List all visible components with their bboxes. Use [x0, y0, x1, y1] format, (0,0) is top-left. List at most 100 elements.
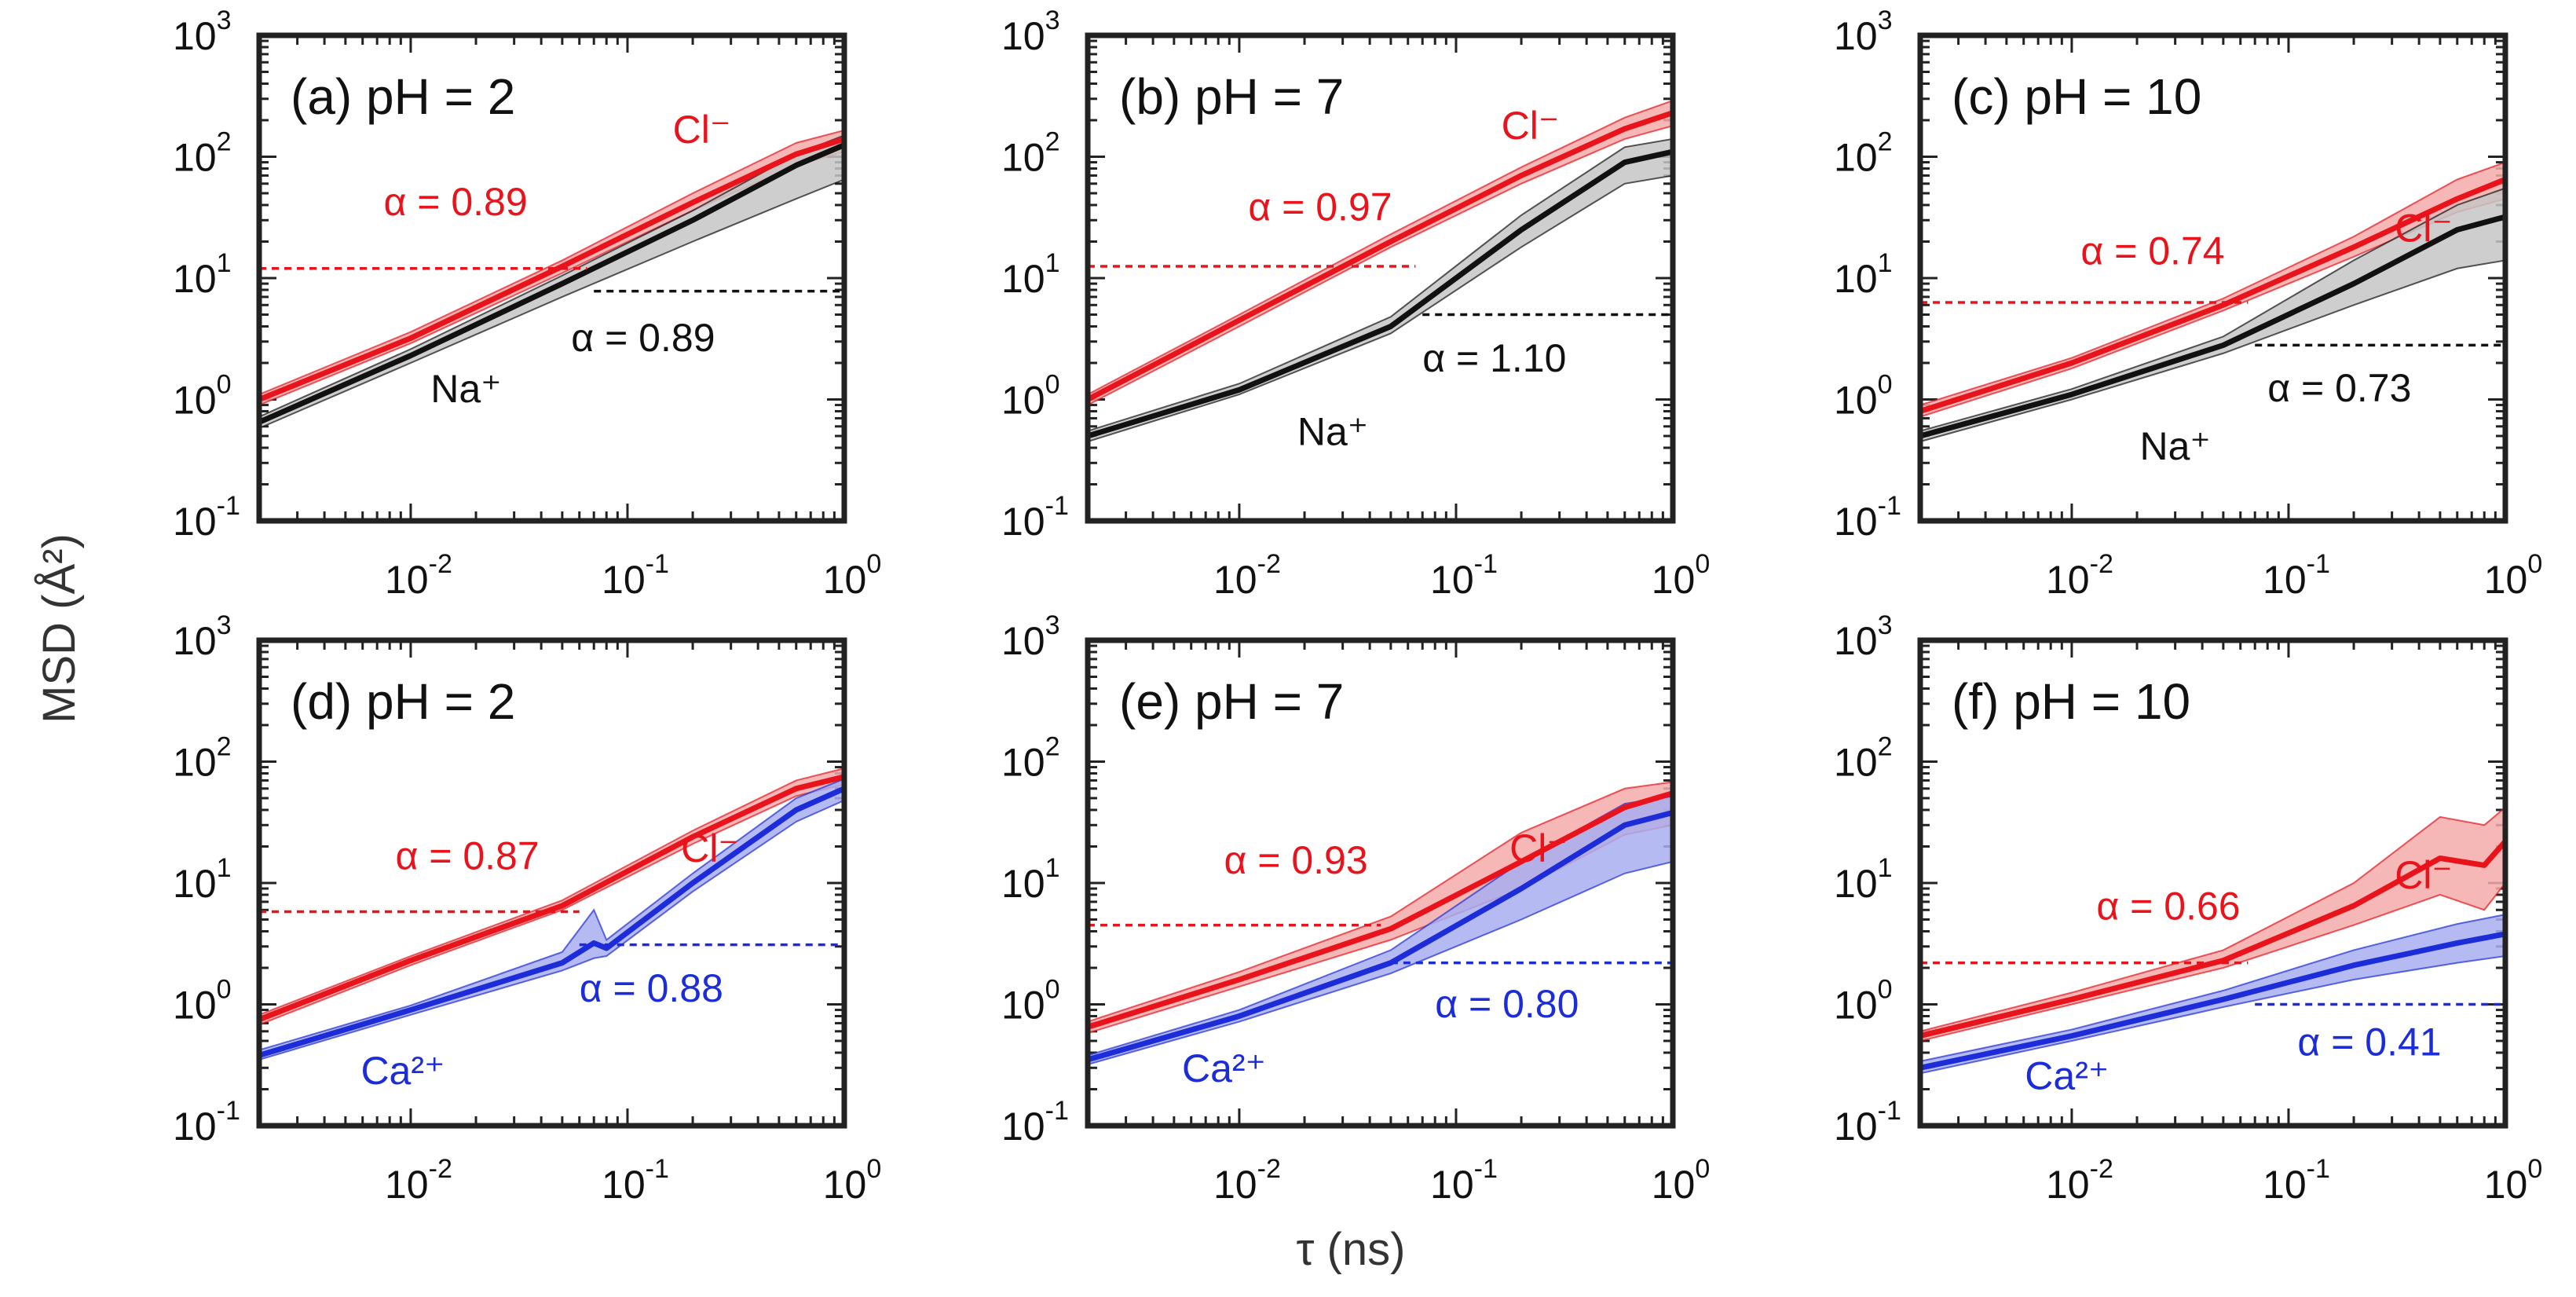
series-band-red [1920, 806, 2505, 1042]
x-tick-label: 10-2 [2046, 1154, 2113, 1207]
plot-frame [1085, 32, 1676, 524]
series-line-black [1088, 148, 1673, 439]
series-line-red [259, 774, 844, 1023]
y-tick-label: 102 [1834, 127, 1893, 180]
series-line-red [1088, 790, 1673, 1030]
alpha-label-black: α = 0.89 [571, 316, 715, 360]
chart-panel-e: 10-1 100 101 102 103 10-2 10-1 100 (e) pH = 7 Cl⁻… [1001, 610, 1710, 1207]
series-band-red [1920, 161, 2505, 418]
series-label-red: Cl⁻ [681, 826, 739, 870]
plot-area [1920, 161, 2505, 443]
y-tick-label: 101 [1001, 853, 1060, 906]
x-tick-label: 100 [823, 549, 882, 602]
y-tick-label: 100 [173, 975, 232, 1028]
chart-panel-d: 10-1 100 101 102 103 10-2 10-1 100 (d) pH = 2 Cl⁻… [173, 610, 881, 1207]
chart-panel-c: 10-1 100 101 102 103 10-2 10-1 100 (c) pH = 10 Cl… [1834, 5, 2542, 602]
series-band-blue [259, 778, 844, 1061]
alpha-label-red: α = 0.97 [1248, 185, 1392, 229]
x-axis-title: τ (ns) [1297, 1224, 1406, 1275]
alpha-label-blue: α = 0.88 [580, 966, 723, 1010]
x-tick-label: 100 [2484, 1154, 2543, 1207]
series-label-red: Cl⁻ [2395, 206, 2453, 250]
series-band-black [1088, 137, 1673, 443]
x-tick-label: 10-2 [385, 1154, 452, 1207]
y-tick-label: 103 [1834, 5, 1893, 58]
series-label-red: Cl⁻ [673, 108, 731, 152]
panel-title: (d) pH = 2 [291, 673, 515, 730]
series-label-black: Na⁺ [2139, 424, 2210, 468]
chart-panel-b: 10-1 100 101 102 103 10-2 10-1 100 (b) pH = 7 Cl⁻… [1001, 5, 1710, 602]
y-tick-label: 100 [173, 370, 232, 423]
y-tick-label: 101 [173, 248, 232, 301]
y-tick-label: 102 [1001, 127, 1060, 180]
y-tick-label: 103 [1834, 610, 1893, 663]
series-line-blue [1920, 931, 2505, 1071]
alpha-label-red: α = 0.87 [395, 834, 539, 877]
series-line-red [259, 136, 844, 402]
plot-frame [256, 637, 847, 1129]
x-tick-label: 10-2 [2046, 549, 2113, 602]
series-line-red [1088, 110, 1673, 402]
series-label-red: Cl⁻ [2395, 853, 2453, 897]
alpha-label-red: α = 0.74 [2080, 229, 2224, 273]
y-tick-label: 103 [173, 610, 232, 663]
alpha-label-black: α = 1.10 [1422, 336, 1566, 380]
y-axis-title: MSD (Å²) [34, 533, 85, 724]
plot-frame [1085, 637, 1676, 1129]
x-tick-label: 10-1 [2263, 1154, 2330, 1207]
x-tick-label: 10-1 [1430, 549, 1498, 602]
y-tick-label: 100 [1834, 370, 1893, 423]
x-tick-label: 100 [1652, 1154, 1711, 1207]
plot-area [1088, 781, 1673, 1065]
y-tick-label: 101 [1834, 248, 1893, 301]
x-tick-label: 10-1 [602, 549, 669, 602]
y-tick-label: 100 [1001, 370, 1060, 423]
panel-title: (f) pH = 10 [1952, 673, 2190, 730]
y-tick-label: 103 [1001, 610, 1060, 663]
series-band-blue [1920, 914, 2505, 1075]
alpha-label-blue: α = 0.80 [1435, 982, 1579, 1026]
y-tick-label: 10-1 [1834, 1096, 1901, 1149]
y-tick-label: 102 [1834, 732, 1893, 785]
x-tick-label: 10-1 [1430, 1154, 1498, 1207]
x-tick-label: 10-2 [1213, 1154, 1281, 1207]
y-tick-label: 103 [173, 5, 232, 58]
y-tick-label: 10-1 [173, 1096, 240, 1149]
series-line-blue [1088, 810, 1673, 1063]
series-band-black [1920, 187, 2505, 443]
series-label-blue: Ca²⁺ [1182, 1046, 1266, 1090]
series-label-black: Na⁺ [1297, 410, 1368, 454]
series-band-blue [1088, 795, 1673, 1065]
series-label-blue: Ca²⁺ [360, 1049, 445, 1093]
chart-panel-a: 10-1 100 101 102 103 10-2 10-1 100 (a) pH = 2 Cl⁻… [173, 5, 881, 602]
plot-area [1088, 99, 1673, 443]
plot-frame [256, 32, 847, 524]
series-label-red: Cl⁻ [1502, 104, 1560, 148]
alpha-label-black: α = 0.73 [2267, 366, 2411, 410]
panel-title: (b) pH = 7 [1119, 68, 1344, 125]
panel-title: (e) pH = 7 [1119, 673, 1344, 730]
y-tick-label: 101 [1001, 248, 1060, 301]
y-tick-label: 101 [173, 853, 232, 906]
alpha-label-red: α = 0.93 [1224, 838, 1367, 882]
y-tick-label: 102 [1001, 732, 1060, 785]
panel-title: (c) pH = 10 [1952, 68, 2201, 125]
panel-title: (a) pH = 2 [291, 68, 515, 125]
y-tick-label: 103 [1001, 5, 1060, 58]
series-line-black [1920, 214, 2505, 439]
series-label-red: Cl⁻ [1509, 826, 1568, 870]
plot-frame [1917, 637, 2508, 1129]
x-tick-label: 10-1 [602, 1154, 669, 1207]
x-tick-label: 100 [823, 1154, 882, 1207]
y-tick-label: 101 [1834, 853, 1893, 906]
y-tick-label: 10-1 [1001, 1096, 1069, 1149]
x-tick-label: 10-2 [1213, 549, 1281, 602]
series-line-black [259, 142, 844, 425]
plot-area [259, 129, 844, 430]
y-tick-label: 102 [173, 127, 232, 180]
plot-area [259, 768, 844, 1061]
plot-frame [1917, 32, 2508, 524]
y-tick-label: 10-1 [1001, 491, 1069, 544]
series-line-blue [259, 786, 844, 1058]
